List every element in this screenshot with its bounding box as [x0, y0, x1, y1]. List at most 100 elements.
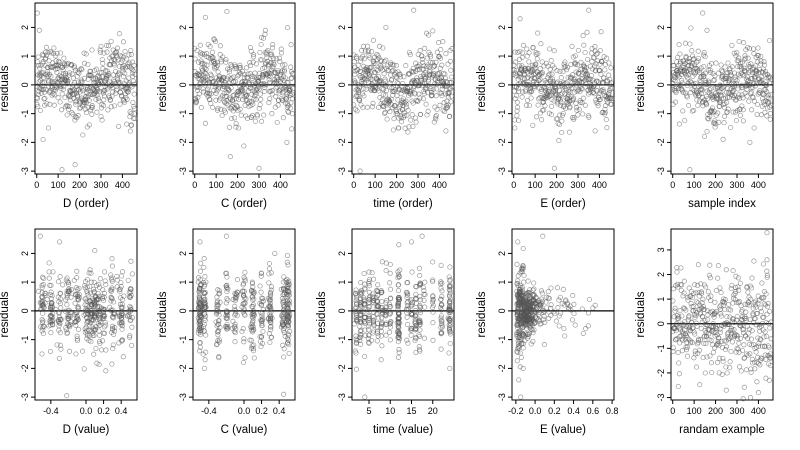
data-point	[119, 338, 125, 344]
data-point	[236, 125, 242, 131]
data-point	[116, 31, 122, 37]
data-point	[39, 284, 45, 290]
data-point	[102, 319, 108, 326]
data-point	[128, 307, 134, 313]
data-point	[266, 260, 272, 267]
data-point	[232, 339, 238, 345]
data-point	[741, 342, 747, 348]
data-point	[60, 67, 66, 73]
data-point	[85, 319, 91, 325]
data-point	[35, 54, 41, 60]
data-point	[438, 307, 444, 313]
data-point	[741, 65, 747, 71]
x-axis-label: E (value)	[540, 424, 586, 436]
data-point	[132, 71, 138, 77]
data-point	[595, 103, 601, 109]
data-point	[551, 65, 557, 71]
data-point	[65, 313, 71, 319]
x-tick-label: 0.0	[80, 406, 93, 416]
data-point	[254, 76, 260, 82]
data-point	[740, 396, 746, 402]
data-point	[673, 337, 679, 343]
data-point	[536, 71, 542, 77]
data-point	[203, 332, 209, 338]
data-point	[220, 54, 226, 60]
data-point	[609, 96, 615, 102]
x-tick-label: 300	[93, 180, 108, 190]
data-point	[550, 309, 557, 315]
data-point	[64, 81, 70, 87]
data-point	[249, 294, 255, 300]
data-point	[763, 82, 769, 88]
data-point	[533, 309, 539, 315]
data-point	[398, 115, 404, 121]
data-point	[266, 77, 272, 83]
data-point	[88, 339, 94, 345]
data-point	[250, 101, 256, 107]
data-point	[430, 305, 436, 311]
data-point	[375, 289, 381, 295]
data-point	[49, 293, 55, 299]
data-point	[520, 262, 526, 269]
data-point	[117, 101, 123, 107]
data-point	[259, 313, 265, 319]
data-point	[704, 27, 710, 33]
data-point	[39, 274, 46, 280]
data-point	[717, 329, 723, 335]
data-point	[216, 288, 222, 294]
data-point	[358, 311, 364, 318]
data-point	[560, 286, 566, 292]
data-point	[47, 317, 53, 323]
data-point	[541, 313, 547, 319]
data-point	[438, 285, 444, 291]
data-point	[603, 117, 609, 123]
data-point	[118, 283, 124, 290]
data-point	[47, 305, 54, 311]
data-point	[445, 102, 451, 108]
data-point	[608, 101, 614, 107]
data-point	[408, 332, 414, 338]
data-point	[539, 117, 545, 123]
data-point	[267, 289, 274, 295]
data-point	[394, 93, 400, 99]
data-point	[753, 322, 759, 328]
data-point	[237, 62, 243, 68]
data-point	[403, 101, 409, 107]
data-point	[438, 297, 444, 303]
data-point	[103, 282, 109, 288]
data-point	[541, 84, 547, 90]
y-tick-label: 2	[497, 25, 507, 30]
data-point	[536, 318, 542, 324]
data-point	[687, 167, 693, 173]
data-point	[118, 279, 124, 286]
data-point	[722, 296, 728, 303]
data-point	[263, 82, 269, 88]
data-point	[448, 308, 454, 314]
data-point	[396, 87, 402, 93]
data-point	[745, 289, 751, 295]
data-point	[706, 337, 712, 343]
data-point	[64, 393, 70, 399]
data-point	[443, 128, 449, 134]
data-point	[734, 50, 740, 56]
data-point	[351, 58, 357, 65]
data-point	[50, 322, 56, 328]
data-point	[554, 68, 560, 74]
data-point	[674, 321, 680, 327]
data-point	[105, 72, 111, 78]
data-point	[418, 281, 424, 288]
data-point	[514, 113, 520, 119]
data-point	[284, 252, 290, 258]
data-point	[80, 132, 86, 138]
data-point	[230, 93, 236, 99]
data-point	[749, 75, 755, 82]
data-point	[586, 114, 592, 120]
data-point	[680, 108, 686, 114]
data-point	[718, 313, 724, 319]
data-point	[118, 273, 125, 279]
data-point	[586, 296, 592, 303]
data-point	[695, 262, 701, 268]
data-point	[514, 312, 520, 318]
x-tick-label: 200	[72, 180, 87, 190]
data-point	[362, 315, 368, 321]
